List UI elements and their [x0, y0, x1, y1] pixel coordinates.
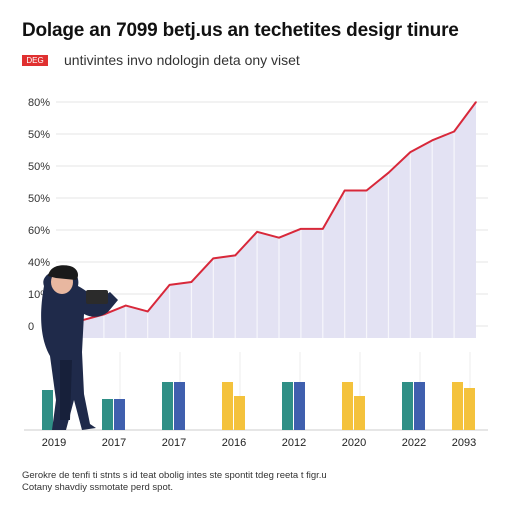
y-tick-label: 80% [28, 97, 50, 109]
trend-point [387, 172, 390, 174]
chart-subtitle: untivintes invo ndologin deta ony viset [64, 52, 300, 68]
chart-title: Dolage an 7099 betj.us an techetites des… [22, 20, 459, 41]
bar-green [42, 390, 53, 430]
x-axis: 2019 2017 2017 2016 2012 2020 2022 2093 [42, 437, 476, 449]
x-tick-label: 2017 [102, 437, 126, 449]
figure-camera [86, 290, 108, 304]
y-tick-label: 40% [28, 257, 50, 269]
trend-point [343, 189, 346, 192]
x-tick-label: 2019 [42, 437, 66, 449]
bar-green [402, 382, 413, 430]
y-tick-label: 50% [28, 161, 50, 173]
x-tick-label: 2093 [452, 437, 476, 449]
trend-point [278, 236, 280, 239]
figure-hair [48, 265, 78, 280]
area-fill [82, 102, 476, 338]
subtitle-row: DEG untivintes invo ndologin deta ony vi… [22, 52, 300, 68]
y-tick-label: 0 [28, 321, 34, 333]
figure-leg-shadow [60, 360, 72, 420]
trend-point [409, 151, 412, 153]
bar-blue [414, 382, 425, 430]
x-tick-label: 2016 [222, 437, 246, 449]
x-tick-label: 2020 [342, 437, 366, 449]
bar-yellow [342, 382, 353, 430]
y-tick-label: 50% [28, 129, 50, 141]
trend-point [365, 189, 368, 192]
trend-point [453, 130, 455, 133]
trend-point [212, 257, 215, 260]
trend-point [256, 231, 258, 233]
trend-point [190, 281, 193, 283]
footnote-line-2: Cotany shavdiy ssmotate perd spot. [22, 482, 174, 493]
person-figure-illustration [41, 265, 118, 430]
y-tick-label: 60% [28, 225, 50, 237]
y-axis: 80%50%50%50%60%40%10%0 [28, 97, 50, 333]
footnote-line-1: Gerokre de tenfi ti stnts s id teat obol… [22, 470, 327, 481]
trend-point [321, 228, 324, 230]
bar-yellow [354, 396, 365, 430]
subtitle-badge: DEG [22, 54, 48, 66]
x-tick-label: 2012 [282, 437, 306, 449]
bar-layer [42, 382, 475, 430]
bar-yellow [222, 382, 233, 430]
bar-yellow [464, 388, 475, 430]
footnote: Gerokre de tenfi ti stnts s id teat obol… [22, 470, 492, 494]
bar-blue [294, 382, 305, 430]
trend-point [300, 228, 302, 230]
x-tick-label: 2017 [162, 437, 186, 449]
bar-yellow [452, 382, 463, 430]
bar-green [282, 382, 293, 430]
bar-green [102, 399, 113, 430]
y-tick-label: 50% [28, 193, 50, 205]
bar-blue [114, 399, 125, 430]
x-tick-label: 2022 [402, 437, 426, 449]
trend-point [475, 101, 477, 103]
trend-point [124, 304, 127, 307]
area-layer [81, 101, 477, 338]
bar-green [162, 382, 173, 430]
trend-point [234, 254, 237, 257]
bar-blue [174, 382, 185, 430]
trend-point [431, 139, 434, 142]
bar-yellow [234, 396, 245, 430]
trend-point [146, 310, 149, 313]
trend-point [168, 284, 171, 286]
